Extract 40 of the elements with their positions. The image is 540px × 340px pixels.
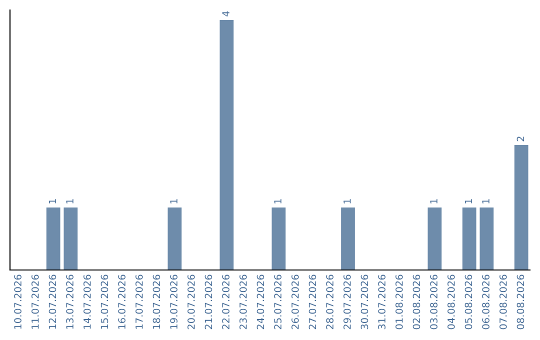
- x-tick-label: 04.08.2026: [447, 274, 455, 330]
- x-tick-label: 19.07.2026: [170, 274, 178, 329]
- x-tick-label: 14.07.2026: [83, 274, 91, 329]
- x-tick-label: 18.07.2026: [152, 274, 160, 329]
- x-tick-label: 03.08.2026: [430, 274, 438, 330]
- x-tick-label: 22.07.2026: [222, 274, 230, 330]
- x-tick-label: 28.07.2026: [326, 274, 334, 330]
- x-tick-label: 11.07.2026: [31, 274, 39, 329]
- x-tick-label: 15.07.2026: [100, 274, 108, 329]
- x-tick-label: 06.08.2026: [482, 274, 490, 330]
- data-label: 2: [516, 136, 524, 142]
- x-tick-label: 30.07.2026: [360, 274, 368, 330]
- data-label: 1: [66, 199, 74, 204]
- x-tick-label: 27.07.2026: [308, 274, 316, 330]
- data-label: 1: [344, 199, 351, 204]
- data-label: 1: [170, 199, 178, 204]
- data-label: 1: [464, 199, 472, 204]
- x-tick-label: 10.07.2026: [14, 274, 22, 329]
- x-tick-label: 16.07.2026: [118, 274, 126, 329]
- x-tick-label: 23.07.2026: [239, 274, 247, 330]
- x-tick-label: 17.07.2026: [135, 274, 143, 329]
- x-tick-label: 05.08.2026: [464, 274, 472, 330]
- data-label: 1: [274, 199, 282, 204]
- x-tick-label: 29.07.2026: [343, 274, 351, 330]
- x-tick-label: 25.07.2026: [274, 274, 282, 330]
- x-tick-label: 26.07.2026: [291, 274, 299, 330]
- x-tick-label: 08.08.2026: [516, 274, 524, 330]
- x-tick-label: 07.08.2026: [499, 274, 507, 330]
- x-tick-label: 20.07.2026: [187, 274, 195, 330]
- x-tick-label: 21.07.2026: [204, 274, 212, 330]
- x-tick-label: 02.08.2026: [412, 274, 420, 330]
- data-label: 1: [482, 199, 490, 204]
- x-tick-label: 12.07.2026: [48, 274, 56, 329]
- x-tick-label: 24.07.2026: [256, 274, 264, 330]
- data-label: 1: [48, 199, 56, 204]
- x-tick-label: 13.07.2026: [66, 274, 74, 329]
- data-label: 1: [430, 199, 438, 204]
- x-tick-label: 31.07.2026: [378, 274, 386, 330]
- data-label: 4: [222, 11, 230, 16]
- x-tick-label: 01.08.2026: [395, 274, 403, 330]
